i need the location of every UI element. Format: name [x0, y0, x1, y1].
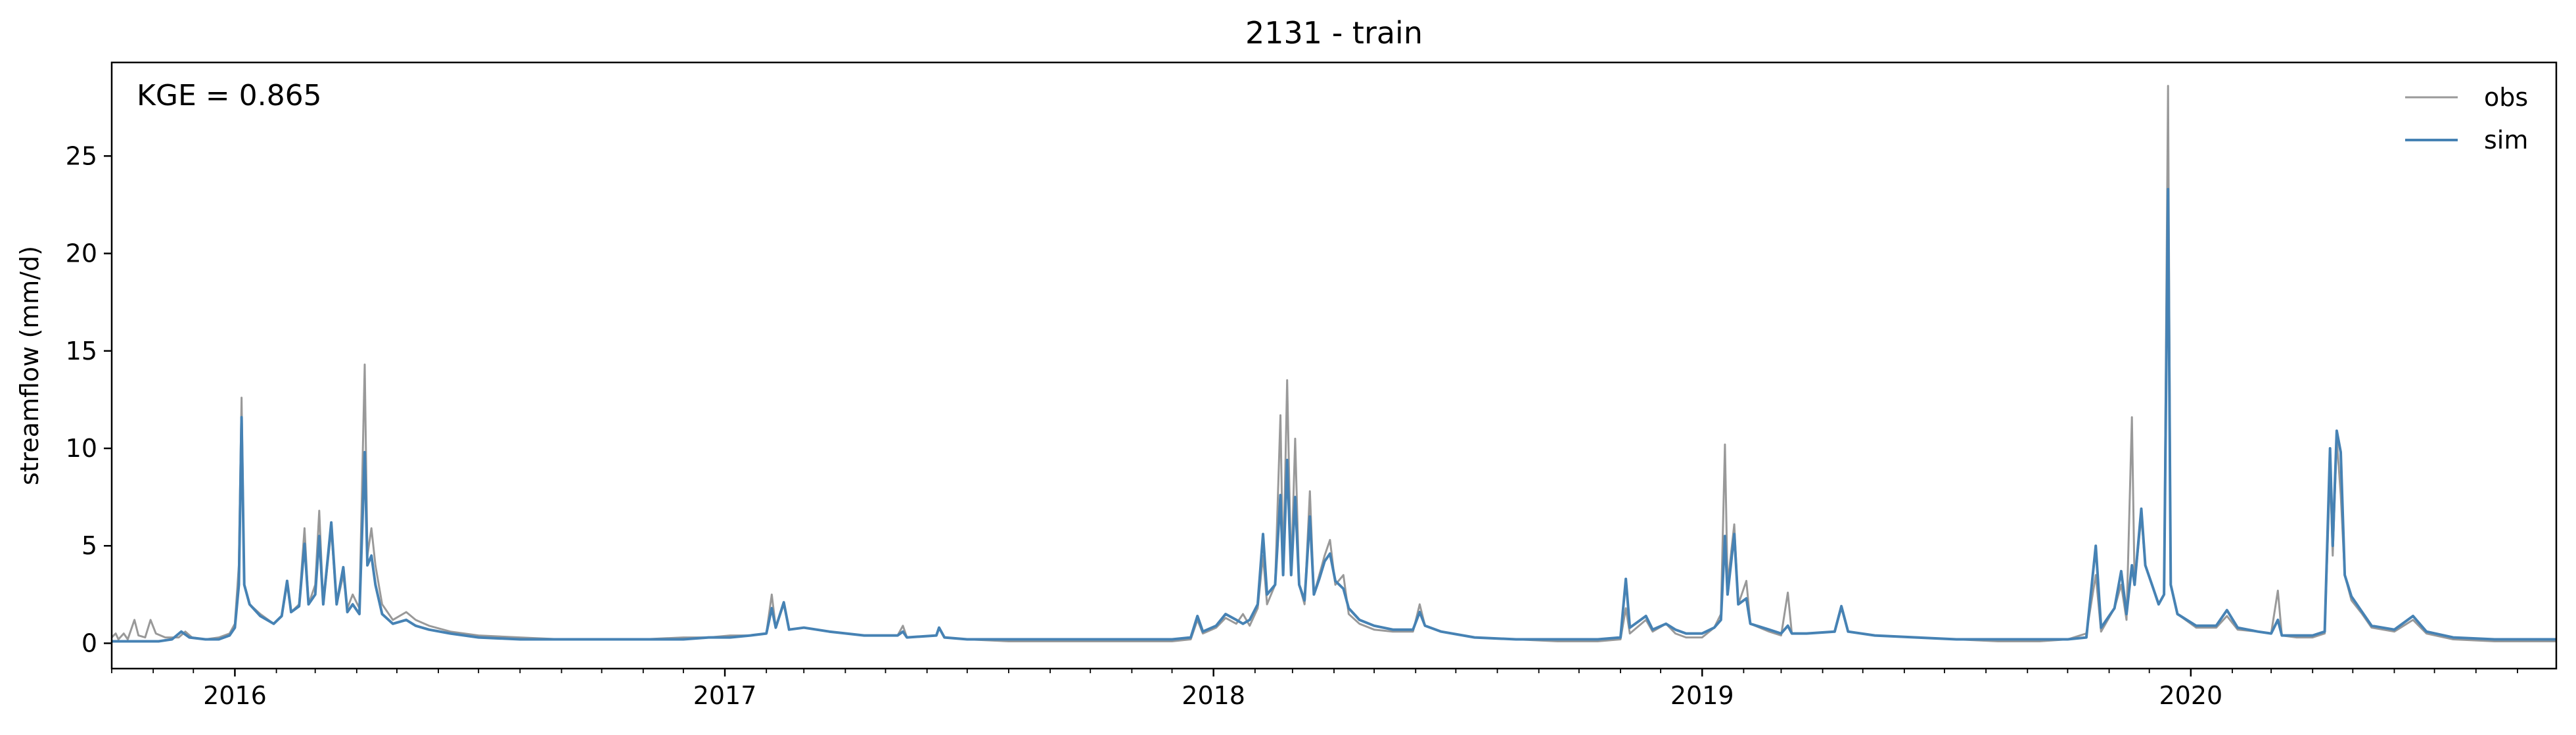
y-tick-label: 10	[66, 434, 97, 463]
x-tick-label: 2016	[203, 681, 267, 710]
x-tick-label: 2020	[2159, 681, 2222, 710]
y-tick-label: 15	[66, 337, 97, 366]
series-line-sim	[112, 187, 2556, 643]
series-layer	[110, 85, 2556, 643]
y-axis-label: streamflow (mm/d)	[15, 246, 44, 485]
x-tick-label: 2019	[1670, 681, 1734, 710]
y-tick-label: 20	[66, 239, 97, 268]
legend-label-sim: sim	[2484, 126, 2528, 154]
y-tick-label: 5	[81, 531, 97, 560]
y-tick-label: 25	[66, 141, 97, 170]
plot-area	[110, 61, 2558, 670]
kge-annotation: KGE = 0.865	[137, 79, 322, 112]
x-axis: 2016 2017 2018 2019 2020	[111, 669, 2518, 710]
chart-title: 2131 - train	[1245, 15, 1423, 51]
x-tick-label: 2017	[693, 681, 757, 710]
x-tick-label: 2018	[1182, 681, 1245, 710]
y-axis: 0 5 10 15 20 25	[66, 141, 112, 657]
legend-label-obs: obs	[2484, 83, 2528, 112]
y-tick-label: 0	[81, 628, 97, 657]
legend: obs sim	[2405, 83, 2528, 154]
